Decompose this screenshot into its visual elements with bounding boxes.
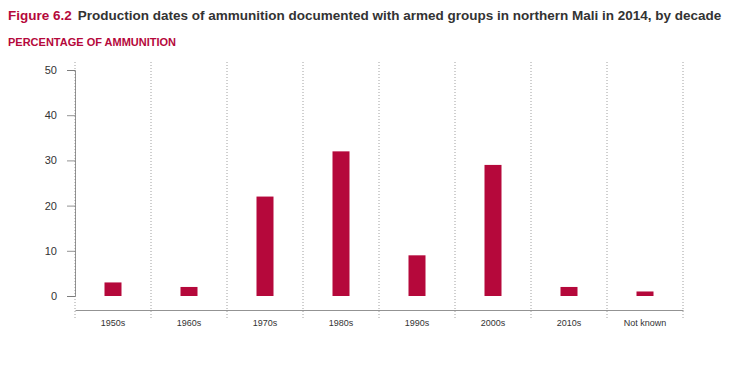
bars [105, 151, 654, 296]
x-tick: 2010s [557, 310, 582, 328]
x-tick: 1950s [101, 310, 126, 328]
separator [227, 62, 228, 318]
y-tick-label: 50 [45, 64, 57, 76]
separator [683, 62, 684, 318]
y-tick-mark [67, 296, 75, 297]
separator [303, 62, 304, 318]
bar [181, 287, 198, 296]
x-tick-label: 1970s [253, 318, 278, 328]
x-tick: 2000s [481, 310, 506, 328]
y-tick-mark [67, 160, 75, 161]
x-tick-label: Not known [624, 318, 667, 328]
x-tick: 1990s [405, 310, 430, 328]
y-tick: 10 [45, 245, 75, 257]
chart: Figure 6.2 Production dates of ammunition… [0, 0, 736, 379]
x-tick-label: 2010s [557, 318, 582, 328]
y-axis-line [67, 71, 76, 297]
y-tick-mark [67, 251, 75, 252]
separator [151, 62, 152, 318]
separators [75, 62, 683, 318]
x-axis-line [76, 310, 684, 311]
bar [333, 151, 350, 296]
y-axis-title: PERCENTAGE OF AMMUNITION [8, 36, 176, 48]
title: Figure 6.2 Production dates of ammunition… [8, 8, 722, 23]
x-tick-label: 1980s [329, 318, 354, 328]
bar [637, 291, 654, 296]
separator [531, 62, 532, 318]
y-tick-mark [67, 115, 75, 116]
x-tick-label: 1990s [405, 318, 430, 328]
title-text: Production dates of ammunition documente… [78, 8, 722, 23]
y-tick-label: 0 [51, 290, 57, 302]
y-tick: 20 [45, 200, 75, 212]
separator [379, 62, 380, 318]
y-tick-mark [67, 70, 75, 71]
y-tick-label: 30 [45, 154, 57, 166]
plot: 0 10 20 30 40 50 1950s 1960s 1970s 1980s 1990s 2000… [45, 62, 684, 328]
x-tick: 1970s [253, 310, 278, 328]
x-tick: Not known [624, 310, 667, 328]
x-tick-label: 2000s [481, 318, 506, 328]
figure-label: Figure 6.2 [8, 8, 72, 23]
y-axis: 0 10 20 30 40 50 [45, 64, 76, 302]
separator [455, 62, 456, 318]
y-tick-label: 10 [45, 245, 57, 257]
y-tick: 40 [45, 109, 75, 121]
x-tick-label: 1960s [177, 318, 202, 328]
bar [485, 165, 502, 296]
bar [561, 287, 578, 296]
bar [409, 255, 426, 296]
y-tick-mark [67, 206, 75, 207]
y-tick: 50 [45, 64, 75, 76]
x-tick-label: 1950s [101, 318, 126, 328]
bar [105, 282, 122, 296]
bar [257, 197, 274, 296]
y-tick: 0 [51, 290, 75, 302]
y-tick-label: 40 [45, 109, 57, 121]
separator [607, 62, 608, 318]
y-tick-label: 20 [45, 200, 57, 212]
x-tick: 1980s [329, 310, 354, 328]
y-tick: 30 [45, 154, 75, 166]
x-axis: 1950s 1960s 1970s 1980s 1990s 2000s 2010s Not k… [76, 310, 684, 328]
x-tick: 1960s [177, 310, 202, 328]
